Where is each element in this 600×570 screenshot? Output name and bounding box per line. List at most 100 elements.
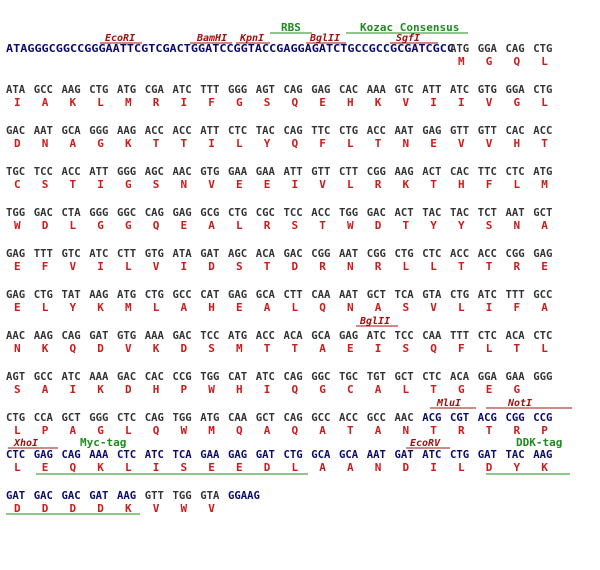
codon: GTC [62, 248, 81, 260]
amino-acid: I [70, 383, 77, 396]
codon: GGG [89, 125, 108, 137]
amino-acid: E [236, 461, 243, 474]
amino-acid: E [42, 461, 49, 474]
amino-acid: E [319, 96, 326, 109]
codon: GAC [173, 330, 192, 342]
amino-acid: G [97, 137, 104, 150]
amino-acid: M [125, 301, 132, 314]
codon: ATG [117, 289, 136, 301]
codon: ATC [173, 84, 192, 96]
amino-acid: D [292, 260, 299, 273]
codon: GCT [256, 412, 275, 424]
codon: GAT [478, 449, 497, 461]
codon: TGG [339, 207, 358, 219]
codon: GAG [422, 125, 441, 137]
codon: TCC [34, 166, 53, 178]
amino-acid: P [541, 424, 548, 437]
amino-acid: G [97, 424, 104, 437]
codon: GAA [200, 449, 220, 461]
codon: GTA [200, 490, 220, 502]
amino-acid: E [14, 301, 21, 314]
amino-acid: T [347, 424, 354, 437]
amino-acid: N [375, 461, 382, 474]
codon: TCT [478, 207, 497, 219]
codon: CGG [506, 412, 525, 424]
codon: TGT [367, 371, 386, 383]
amino-acid: V [486, 137, 493, 150]
amino-acid: I [14, 96, 21, 109]
codon: TGG [6, 207, 25, 219]
codon: GCC [34, 371, 53, 383]
codon: ATT [200, 125, 219, 137]
amino-acid: R [319, 260, 326, 273]
codon: CTG [395, 248, 414, 260]
amino-acid: N [347, 260, 354, 273]
codon: AAA [89, 449, 109, 461]
amino-acid: A [319, 424, 326, 437]
codon: ATC [367, 330, 386, 342]
amino-acid: S [236, 260, 243, 273]
amino-acid: I [181, 260, 188, 273]
codon: AAT [367, 449, 386, 461]
amino-acid: A [264, 424, 271, 437]
feature-ddk-tag-label: DDK-tag [516, 436, 562, 449]
codon: ACG [478, 412, 497, 424]
amino-acid: M [125, 96, 132, 109]
amino-acid: Q [292, 137, 299, 150]
codon: GAC [367, 207, 386, 219]
codon: AAG [533, 449, 552, 461]
codon: ATC [478, 289, 497, 301]
amino-acid: L [125, 461, 132, 474]
amino-acid: A [70, 424, 77, 437]
amino-acid: Y [264, 137, 271, 150]
amino-acid: V [319, 178, 326, 191]
amino-acid: D [375, 219, 382, 232]
codon: CTC [533, 330, 552, 342]
amino-acid: R [375, 260, 382, 273]
amino-acid: R [375, 178, 382, 191]
codon: GAG [533, 248, 552, 260]
amino-acid: A [319, 461, 326, 474]
codon: GAC [117, 371, 136, 383]
amino-acid: L [347, 137, 354, 150]
amino-acid: S [486, 219, 493, 232]
amino-acid: F [319, 137, 326, 150]
amino-acid: L [430, 260, 437, 273]
amino-acid: H [153, 383, 160, 396]
site-mlui-label: MluI [436, 398, 461, 409]
amino-acid: M [458, 55, 465, 68]
codon: TTC [478, 166, 497, 178]
amino-acid: A [319, 342, 326, 355]
amino-acid: I [181, 96, 188, 109]
codon: ACC [367, 125, 386, 137]
codon: CTG [89, 84, 108, 96]
amino-acid: K [97, 383, 104, 396]
codon: GCC [533, 289, 552, 301]
amino-acid: N [347, 301, 354, 314]
amino-acid: G [486, 55, 493, 68]
codon: CGG [367, 248, 386, 260]
amino-acid: F [514, 301, 521, 314]
amino-acid: L [153, 301, 160, 314]
amino-acid: T [153, 137, 160, 150]
amino-acid: K [541, 461, 548, 474]
amino-acid: Y [430, 219, 437, 232]
amino-acid: G [125, 219, 132, 232]
amino-acid: E [14, 260, 21, 273]
codon: AAG [117, 125, 136, 137]
codon: TTT [34, 248, 53, 260]
codon: GAG [311, 84, 330, 96]
vector-tail: GGAAG [228, 490, 260, 502]
codon: CTG [34, 289, 53, 301]
amino-acid: L [403, 383, 410, 396]
amino-acid: Q [292, 424, 299, 437]
amino-acid: K [42, 342, 49, 355]
codon: CGG [311, 248, 330, 260]
codon: AAT [506, 207, 525, 219]
amino-acid: T [375, 137, 382, 150]
codon: ATG [117, 84, 136, 96]
amino-acid: L [486, 342, 493, 355]
codon: CAC [339, 84, 358, 96]
codon: CGG [506, 248, 525, 260]
amino-acid: N [403, 424, 410, 437]
